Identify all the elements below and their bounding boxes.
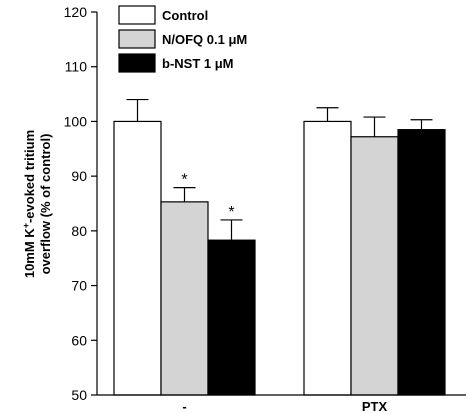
- legend: Control N/OFQ 0.1 μM b-NST 1 μM: [118, 5, 247, 73]
- x-tick-label-1: -: [182, 399, 186, 414]
- bar-1-2: [303, 120, 352, 396]
- y-axis-label-part1: 10mM K: [22, 228, 37, 278]
- error-bars-group: [126, 98, 433, 241]
- y-axis-label-line2: overflow (% of control): [38, 134, 53, 275]
- y-axis-label: 10mM K+-evoked tritium: [21, 130, 37, 278]
- legend-label-3: b-NST 1 μM: [162, 56, 234, 71]
- bar-1-1: [113, 120, 162, 396]
- y-axis-label-part1-rest: -evoked tritium: [22, 130, 37, 223]
- legend-label-2: N/OFQ 0.1 μM: [162, 32, 247, 47]
- significance-star-3-1: *: [228, 204, 234, 221]
- bar-3-2: [397, 129, 446, 396]
- y-tick-label-90: 90: [71, 168, 87, 184]
- bar-2-1: [160, 201, 209, 396]
- x-tick-label-2: PTX: [362, 399, 388, 414]
- y-tick-label-120: 120: [64, 4, 88, 20]
- legend-swatch-1: [118, 5, 156, 25]
- legend-swatch-3: [118, 53, 156, 73]
- y-tick-label-80: 80: [71, 223, 87, 239]
- y-tick-label-50: 50: [71, 387, 87, 403]
- y-tick-label-100: 100: [64, 113, 88, 129]
- y-axis-label-sup: +: [21, 223, 31, 228]
- bars-group: [113, 120, 446, 396]
- legend-swatch-2: [118, 29, 156, 49]
- bar-2-2: [350, 136, 399, 396]
- y-tick-label-60: 60: [71, 332, 87, 348]
- bar-3-1: [207, 239, 256, 396]
- legend-label-1: Control: [162, 8, 208, 23]
- significance-star-2-1: *: [181, 172, 187, 189]
- y-tick-label-70: 70: [71, 278, 87, 294]
- axes-group: - PTX 50 60 70 80 90 100 110 120: [64, 4, 466, 414]
- y-tick-label-110: 110: [65, 59, 88, 75]
- significance-group: **: [181, 172, 234, 221]
